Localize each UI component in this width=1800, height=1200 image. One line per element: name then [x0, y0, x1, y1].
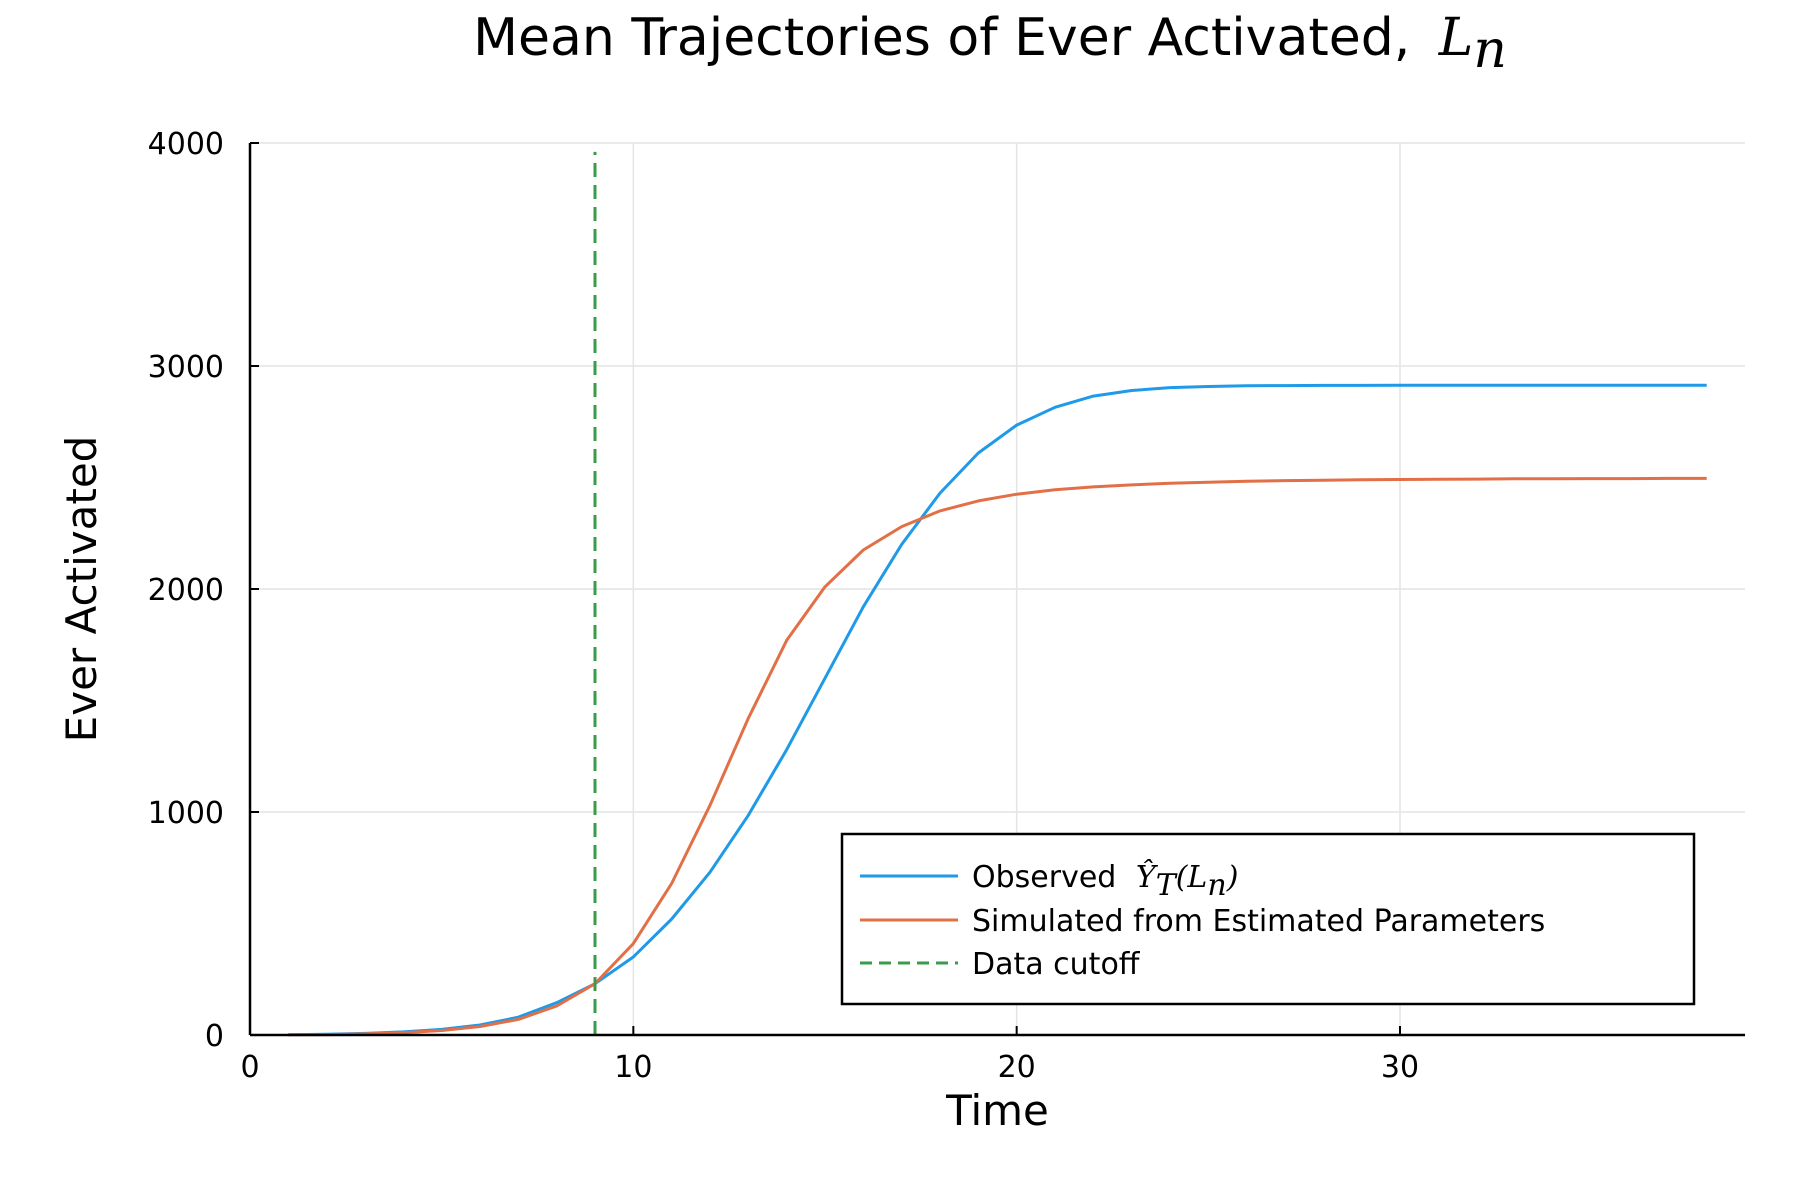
legend-label-simulated: Simulated from Estimated Parameters — [972, 904, 1545, 939]
y-tick-label: 4000 — [148, 127, 224, 162]
chart-title-math: L — [1438, 8, 1474, 68]
y-tick-label: 3000 — [148, 350, 224, 385]
series-line-simulated-from-estimated-parameters — [288, 476, 1707, 1037]
legend-label-observed-text: Observed — [972, 860, 1116, 895]
x-tick-label: 0 — [240, 1050, 259, 1085]
series-line-observed — [288, 383, 1707, 1037]
x-tick-label: 30 — [1381, 1050, 1419, 1085]
legend-label-observed-math-sub: T — [1156, 868, 1178, 903]
x-tick-label: 10 — [614, 1050, 652, 1085]
plot-area — [288, 151, 1707, 1037]
y-axis-label: Ever Activated — [57, 436, 106, 743]
legend-label-observed-math: Ŷ — [1136, 859, 1159, 895]
x-tick-label: 20 — [998, 1050, 1036, 1085]
y-tick-label: 0 — [205, 1019, 224, 1054]
legend-label-observed-math-arg-sub: n — [1207, 868, 1226, 903]
legend-label-observed-math-close: ) — [1226, 860, 1239, 895]
legend-label-data-cutoff: Data cutoff — [972, 947, 1141, 982]
chart-title-math-sub: n — [1473, 20, 1507, 80]
chart-title-text: Mean Trajectories of Ever Activated, — [473, 8, 1410, 68]
legend-label-observed-math-arg: (L — [1176, 860, 1208, 895]
y-tick-label: 1000 — [148, 796, 224, 831]
legend-label-observed: Observed ŶT(Ln) — [972, 859, 1238, 903]
legend: Observed ŶT(Ln) Simulated from Estimated… — [840, 832, 1696, 1006]
legend-box — [840, 832, 1696, 1006]
x-axis-label: Time — [945, 1086, 1049, 1135]
chart-title: Mean Trajectories of Ever Activated, Ln — [473, 8, 1507, 80]
y-tick-label: 2000 — [148, 573, 224, 608]
ticks: 0 10 20 30 0 1000 2000 3000 4000 — [148, 127, 1419, 1085]
